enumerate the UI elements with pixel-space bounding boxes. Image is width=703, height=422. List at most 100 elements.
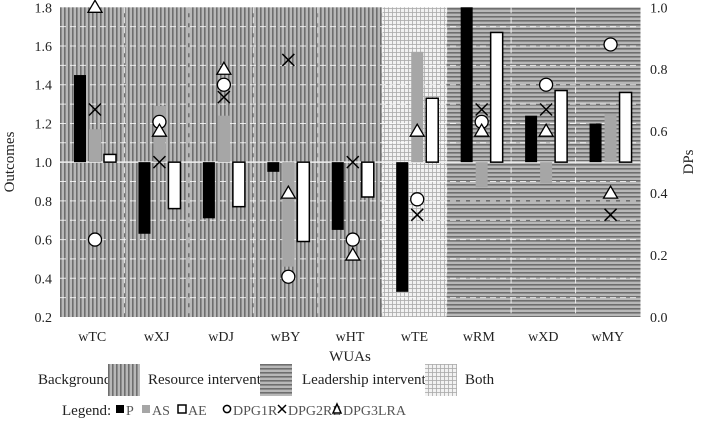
marker-DPG2RE-wXD: [539, 102, 553, 117]
marker-DPG2RE-wTC: [88, 102, 102, 117]
marker-DPG3LRA-wRM: [473, 122, 490, 137]
legend-swatch-DPG3LRA: [331, 402, 343, 414]
legend: Legend: P AS AE DPG1R DPG2RE DPG3LRA: [62, 402, 407, 419]
marker-DPG3LRA-wXD: [537, 122, 555, 137]
marker-DPG2RE-wRM: [475, 102, 489, 117]
bar-AS-wBY: [282, 162, 295, 267]
marker-DPG3LRA-wTC: [86, 0, 104, 13]
x-tick-label: wXD: [528, 330, 558, 345]
bar-AE-wXD: [554, 89, 568, 163]
legend-label: Legend:: [62, 403, 111, 419]
legend-swatch-AE: [177, 404, 187, 414]
legend-swatch-AS: [142, 405, 150, 413]
x-tick-label: wBY: [271, 330, 301, 345]
gridlines: [60, 7, 640, 317]
bar-AE-wRM: [489, 31, 504, 163]
marker-DPG1R-wTE: [410, 192, 425, 207]
x-tick-label: wRM: [463, 330, 495, 345]
x-tick-label: wMY: [591, 330, 624, 345]
legend-swatch-P: [116, 405, 124, 413]
y2-tick-label: 0.4: [650, 187, 668, 202]
bar-AE-wTE: [425, 97, 439, 163]
marker-DPG3LRA-wDJ: [215, 60, 233, 75]
legend-item: AE: [188, 404, 207, 419]
marker-DPG2RE-wXJ: [152, 155, 166, 169]
background-swatch-resource: [108, 364, 140, 396]
y2-tick-label: 0.0: [650, 311, 668, 326]
bar-AS-wRM: [475, 162, 488, 188]
background-legend-label: Background:: [38, 372, 115, 388]
x-tick-label: wTC: [78, 330, 106, 345]
y2-tick-label: 0.8: [650, 63, 668, 78]
marker-DPG3LRA-wBY: [280, 184, 297, 199]
y-tick-label: 1.4: [35, 79, 53, 94]
bar-P-wXD: [525, 115, 538, 163]
bar-P-wTC: [74, 75, 86, 163]
y-tick-label: 1.8: [35, 1, 53, 16]
bar-AE-wBY: [296, 161, 311, 243]
x-tick-label: wDJ: [208, 330, 234, 345]
bar-P-wTE: [396, 162, 409, 292]
legend-item: DPG2RE: [288, 404, 341, 419]
y2-tick-label: 1.0: [650, 1, 668, 16]
marker-DPG1R-wTC: [87, 232, 103, 247]
bar-AE-wXJ: [167, 161, 182, 210]
legend-swatch-DPG1R: [222, 404, 232, 414]
axes: 0.2 0.4 0.6 0.8 1.0 1.2 1.4 1.6 1.8 0.0 0.2 0.4 0.6 0…: [35, 1, 668, 345]
bars: [74, 7, 633, 292]
bar-P-wDJ: [202, 162, 215, 219]
marker-DPG3LRA-wTE: [409, 122, 426, 137]
bar-P-wRM: [460, 7, 473, 163]
y-tick-label: 1.6: [35, 40, 53, 55]
bar-AE-wMY: [618, 91, 633, 163]
marker-DPG3LRA-wMY: [602, 184, 619, 199]
marker-DPG1R-wMY: [603, 37, 618, 52]
y-tick-label: 0.8: [35, 195, 53, 210]
background-swatch-leadership: [260, 364, 292, 396]
bar-AE-wHT: [361, 161, 375, 198]
background-legend-item: Leadership intervention: [302, 372, 445, 388]
y-tick-label: 1.0: [35, 156, 53, 171]
bar-P-wBY: [267, 162, 280, 172]
y2-axis-title: DPs: [681, 149, 697, 174]
y2-tick-label: 0.2: [650, 249, 668, 264]
bar-AE-wTC: [103, 153, 117, 163]
bar-AS-wTE: [411, 51, 424, 163]
legend-item: DPG1R: [233, 404, 278, 419]
x-axis-title: WUAs: [329, 349, 371, 365]
marker-DPG2RE-wBY: [281, 53, 295, 67]
bar-P-wMY: [589, 123, 602, 163]
marker-DPG1R-wDJ: [216, 77, 232, 92]
x-tick-label: wHT: [336, 330, 365, 345]
marker-DPG3LRA-wHT: [344, 246, 361, 261]
bar-P-wHT: [331, 162, 344, 230]
legend-item: DPG3LRA: [343, 404, 407, 419]
marker-DPG3LRA-wXJ: [151, 122, 168, 137]
y-axis-title: Outcomes: [2, 131, 18, 192]
bar-AE-wDJ: [232, 161, 246, 208]
legend-item: P: [126, 404, 134, 419]
marker-DPG1R-wXD: [538, 77, 554, 92]
marker-DPG1R-wBY: [281, 269, 296, 284]
marker-DPG1R-wHT: [345, 232, 360, 247]
bar-AS-wXD: [540, 162, 553, 184]
background-legend-item: Resource intervention: [148, 372, 281, 388]
legend-item: AS: [152, 404, 170, 419]
marker-DPG2RE-wHT: [346, 155, 360, 169]
x-tick-label: wXJ: [144, 330, 170, 345]
background-swatch-both: [425, 364, 457, 396]
marker-DPG2RE-wTE: [410, 208, 424, 222]
marker-DPG2RE-wMY: [604, 208, 618, 222]
y-tick-label: 0.6: [35, 234, 53, 249]
y-tick-label: 0.4: [35, 272, 53, 287]
y-tick-label: 0.2: [35, 311, 53, 326]
bar-AS-wDJ: [217, 115, 230, 163]
marker-DPG2RE-wDJ: [217, 90, 231, 104]
background-legend: Background: Resource intervention Leadersh…: [38, 364, 495, 396]
bar-P-wXJ: [138, 162, 151, 234]
bar-AS-wMY: [604, 113, 617, 163]
x-tick-label: wTE: [401, 330, 428, 345]
legend-swatch-DPG2RE: [277, 404, 287, 414]
markers: [86, 0, 619, 284]
